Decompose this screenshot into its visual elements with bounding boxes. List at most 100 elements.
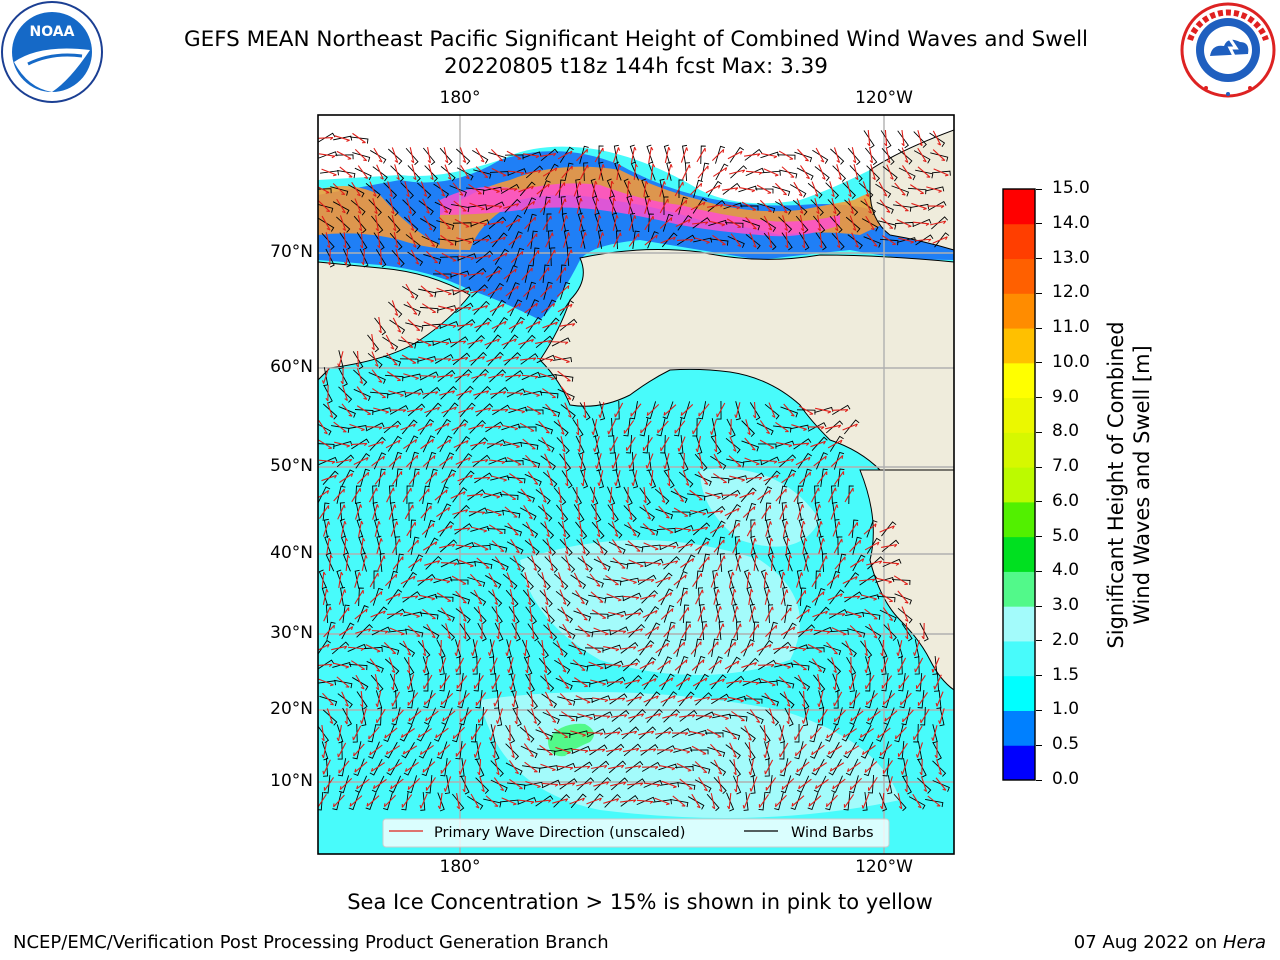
wind-barb — [526, 691, 538, 710]
wind-barb — [472, 655, 478, 675]
wind-barb — [614, 400, 620, 420]
wave-direction-arrow — [385, 439, 401, 449]
wave-direction-arrow — [559, 589, 567, 605]
wave-direction-arrow — [607, 419, 616, 435]
wave-direction-arrow — [406, 454, 419, 468]
wind-barb — [542, 264, 550, 283]
wave-direction-arrow — [469, 356, 486, 362]
wave-direction-arrow — [900, 692, 912, 706]
wave-direction-arrow — [695, 589, 704, 605]
wave-direction-arrow — [437, 439, 452, 449]
wind-barb — [894, 221, 914, 227]
wind-barb — [497, 707, 503, 727]
wind-barb — [403, 216, 419, 233]
wave-direction-arrow — [768, 402, 776, 418]
wind-barb — [910, 203, 930, 209]
wind-barb — [815, 570, 821, 590]
wind-barb — [756, 422, 774, 436]
wind-barb — [879, 238, 899, 246]
wind-barb — [917, 741, 923, 761]
wind-barb — [456, 148, 471, 165]
wave-direction-arrow — [674, 181, 684, 197]
wind-barb — [372, 407, 392, 413]
wave-direction-arrow — [769, 708, 775, 725]
wave-direction-arrow — [843, 794, 854, 808]
wind-barb — [424, 707, 437, 725]
wind-barb — [676, 638, 686, 657]
wind-barb — [897, 639, 904, 659]
wind-barb — [750, 775, 756, 794]
wind-barb — [404, 388, 424, 398]
wave-direction-arrow — [677, 695, 693, 703]
wind-barb — [379, 553, 385, 573]
wind-barb — [356, 624, 373, 638]
wave-direction-arrow — [373, 407, 389, 414]
wave-direction-arrow — [679, 714, 696, 718]
wave-direction-arrow — [590, 591, 604, 603]
wind-barb — [882, 166, 898, 182]
wave-direction-arrow — [561, 521, 567, 538]
wave-direction-arrow — [796, 198, 804, 214]
wind-barb — [561, 212, 567, 232]
colorbar-tick-label: 0.5 — [1052, 734, 1080, 755]
wind-barb — [422, 147, 436, 166]
wave-direction-arrow — [521, 267, 533, 281]
wind-barb — [570, 793, 587, 809]
swell-zone-south — [480, 692, 900, 818]
wind-barb — [467, 576, 486, 588]
wind-barb — [421, 758, 433, 777]
wave-direction-arrow — [417, 728, 432, 738]
wave-direction-arrow — [848, 522, 859, 536]
wave-direction-arrow — [562, 232, 571, 248]
wave-direction-arrow — [373, 147, 383, 163]
wave-direction-arrow — [321, 571, 326, 589]
wave-direction-arrow — [385, 573, 398, 587]
wave-direction-arrow — [326, 402, 334, 418]
wind-barb — [654, 488, 670, 505]
wave-direction-arrow — [369, 591, 383, 603]
wave-direction-arrow — [697, 606, 706, 622]
wave-direction-arrow — [858, 578, 876, 582]
wave-direction-arrow — [756, 184, 772, 194]
wave-direction-arrow — [886, 776, 893, 792]
wave-direction-arrow — [425, 250, 439, 264]
wind-barb — [932, 741, 942, 761]
wave-direction-arrow — [319, 505, 330, 519]
wave-direction-arrow — [556, 267, 567, 281]
wave-direction-arrow — [744, 437, 756, 451]
wind-barb — [521, 371, 541, 381]
wave-direction-arrow — [472, 239, 490, 243]
footer-branch: NCEP/EMC/Verification Post Processing Pr… — [13, 932, 609, 953]
wave-direction-arrow — [486, 355, 503, 363]
wave-direction-arrow — [495, 708, 503, 724]
colorbar-tick-mark — [1036, 327, 1042, 329]
wave-direction-arrow — [525, 780, 541, 789]
wind-barb — [732, 775, 742, 795]
wind-barb — [647, 231, 659, 249]
wave-direction-arrow — [812, 610, 828, 618]
wind-barb — [419, 371, 439, 381]
wind-barb — [663, 709, 680, 723]
wave-direction-arrow — [375, 215, 379, 232]
wave-direction-arrow — [935, 777, 947, 791]
wave-direction-arrow — [882, 760, 893, 774]
wave-direction-arrow — [773, 646, 790, 650]
wind-barb — [532, 247, 540, 267]
colorbar-tick-mark — [1036, 675, 1042, 677]
wave-direction-arrow — [525, 320, 541, 330]
wind-barb — [322, 709, 338, 726]
colorbar-block — [1003, 536, 1035, 572]
wind-barb — [750, 519, 756, 539]
wind-barb — [742, 219, 761, 231]
wind-barb — [457, 253, 477, 261]
wind-barb — [670, 490, 688, 504]
wind-barb — [439, 673, 447, 692]
wave-direction-arrow — [661, 780, 677, 789]
wave-direction-arrow — [864, 608, 878, 620]
wind-barb — [391, 250, 405, 268]
wave-direction-arrow — [879, 744, 893, 756]
wind-barb — [323, 775, 331, 794]
wind-barb — [849, 690, 857, 709]
wind-barb — [625, 675, 642, 689]
wave-direction-arrow — [793, 181, 803, 197]
